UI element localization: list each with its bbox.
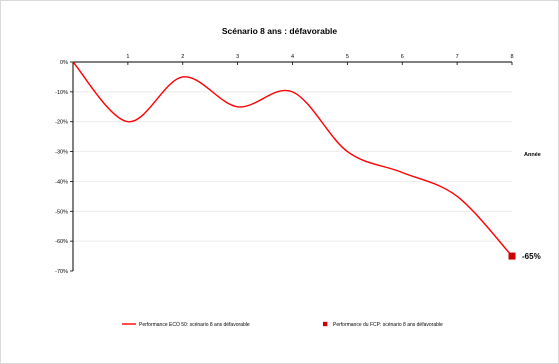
x-tick-label: 6 (401, 54, 404, 60)
y-tick-label: -20% (55, 120, 68, 126)
x-axis-label: Année (524, 152, 541, 158)
legend-label-fcp: Performance du FCP: scénario 8 ans défav… (333, 322, 443, 328)
series: -65% (72, 61, 541, 261)
legend-square-swatch (323, 321, 328, 327)
chart-title: Scénario 8 ans : défavorable (221, 26, 338, 36)
y-tick-label: -50% (55, 209, 68, 215)
axes: 0% -10% -20% -30% -40% -50% -60% -70% 1 2 3 4 5 6 7 8 An… (55, 54, 541, 275)
grid-lines (73, 91, 512, 242)
legend: Performance ECO 50: scénario 8 ans défav… (122, 321, 443, 328)
x-tick-label: 4 (291, 54, 294, 60)
x-tick-label: 8 (510, 54, 513, 60)
x-tick-label: 1 (126, 54, 129, 60)
end-value-label: -65% (522, 252, 541, 261)
y-tick-label: -30% (55, 150, 68, 156)
y-tick-label: -10% (55, 90, 68, 96)
y-tick-label: -70% (55, 269, 68, 275)
x-tick-label: 5 (346, 54, 349, 60)
y-tick-label: 0% (60, 60, 68, 66)
x-tick-label: 7 (456, 54, 459, 60)
x-tick-label: 3 (236, 54, 239, 60)
legend-label-eco50: Performance ECO 50: scénario 8 ans défav… (139, 322, 250, 328)
data-point-fcp (508, 252, 516, 260)
x-tick-label: 2 (181, 54, 184, 60)
series-line-eco50 (72, 61, 513, 257)
y-tick-label: -40% (55, 179, 68, 185)
y-tick-label: -60% (55, 239, 68, 245)
